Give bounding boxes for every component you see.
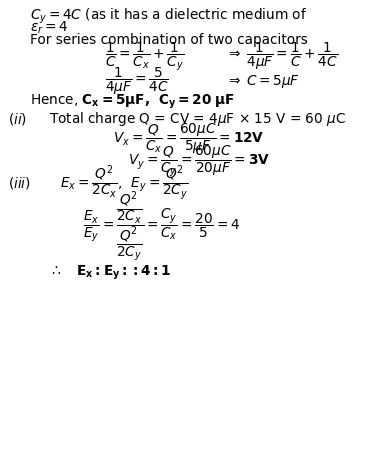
Text: $\dfrac{1}{4\mu F} = \dfrac{5}{4C}$: $\dfrac{1}{4\mu F} = \dfrac{5}{4C}$ — [105, 66, 169, 97]
Text: $C_y = 4C$ (as it has a dielectric medium of: $C_y = 4C$ (as it has a dielectric mediu… — [30, 6, 307, 25]
Text: $\Rightarrow\; \dfrac{1}{4\mu F} = \dfrac{1}{C} + \dfrac{1}{4C}$: $\Rightarrow\; \dfrac{1}{4\mu F} = \dfra… — [226, 41, 338, 72]
Text: $\varepsilon_r = 4$: $\varepsilon_r = 4$ — [30, 20, 68, 36]
Text: $V_y = \dfrac{Q}{C_y} = \dfrac{60\mu C}{20\mu F} = \mathbf{3V}$: $V_y = \dfrac{Q}{C_y} = \dfrac{60\mu C}{… — [128, 144, 270, 179]
Text: $V_x = \dfrac{Q}{C_x} = \dfrac{60\mu C}{5\mu F} = \mathbf{12V}$: $V_x = \dfrac{Q}{C_x} = \dfrac{60\mu C}{… — [113, 121, 264, 156]
Text: $\therefore\quad \mathbf{E_x : E_y :: 4 : 1}$: $\therefore\quad \mathbf{E_x : E_y :: 4 … — [49, 263, 171, 281]
Text: $(ii)$: $(ii)$ — [8, 111, 27, 128]
Text: $\Rightarrow\; C = 5\mu F$: $\Rightarrow\; C = 5\mu F$ — [226, 73, 300, 90]
Text: Total charge Q = CV = 4$\mu$F $\times$ 15 V = 60 $\mu$C: Total charge Q = CV = 4$\mu$F $\times$ 1… — [49, 110, 346, 128]
Text: $\dfrac{1}{C} = \dfrac{1}{C_x} + \dfrac{1}{C_y}$: $\dfrac{1}{C} = \dfrac{1}{C_x} + \dfrac{… — [105, 40, 185, 73]
Text: Hence, $\mathbf{C_x = 5\mu F,\enspace C_y = 20\;\mu F}$: Hence, $\mathbf{C_x = 5\mu F,\enspace C_… — [30, 93, 235, 111]
Text: $\dfrac{E_x}{E_y} = \dfrac{\dfrac{Q^2}{2C_x}}{\dfrac{Q^2}{2C_y}} = \dfrac{C_y}{C: $\dfrac{E_x}{E_y} = \dfrac{\dfrac{Q^2}{2… — [83, 190, 240, 264]
Text: $E_x = \dfrac{Q^2}{2C_x},\enspace E_y = \dfrac{Q^2}{2C_y}$: $E_x = \dfrac{Q^2}{2C_x},\enspace E_y = … — [60, 163, 189, 202]
Text: $(iii)$: $(iii)$ — [8, 175, 30, 191]
Text: For series combination of two capacitors: For series combination of two capacitors — [30, 34, 308, 47]
